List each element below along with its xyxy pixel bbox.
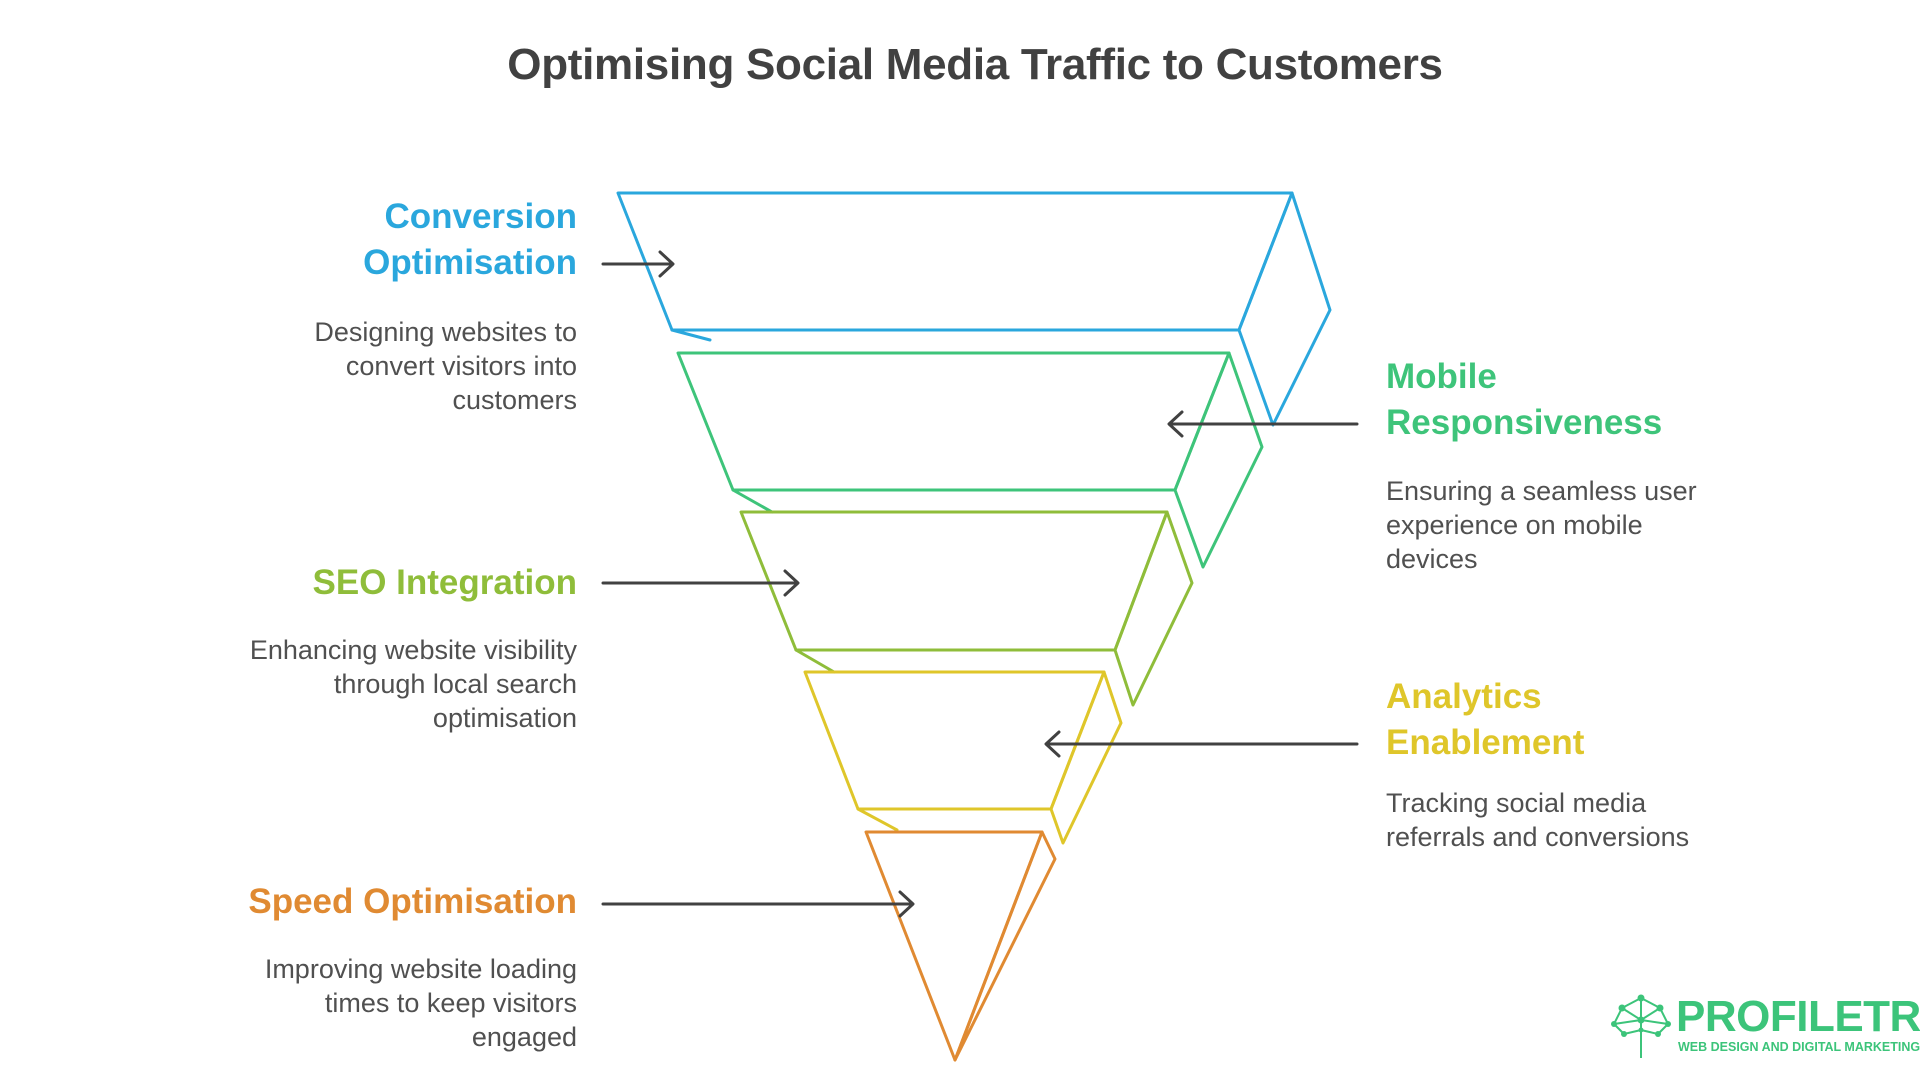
profiletree-logo: PROFILETREE WEB DESIGN AND DIGITAL MARKE… (1610, 990, 1920, 1070)
funnel-layer-speed (864, 830, 1057, 1062)
funnel-layer-conversion (616, 191, 1332, 427)
description-line: devices (1386, 544, 1478, 574)
funnel-layer-seo (739, 510, 1194, 707)
heading-line: Analytics (1386, 677, 1542, 716)
description-line: Improving website loading (264, 954, 577, 984)
mobile-responsiveness-description: Ensuring a seamless user experience on m… (1386, 474, 1697, 576)
speed-optimisation-heading: Speed Optimisation (248, 879, 577, 925)
seo-integration-description: Enhancing website visibility through loc… (250, 633, 577, 735)
funnel-layer-mobile (676, 351, 1264, 569)
description-line: through local search (333, 669, 577, 699)
description-line: Designing websites to (314, 317, 577, 347)
arrow-conversion (601, 250, 675, 278)
analytics-enablement-description: Tracking social media referrals and conv… (1386, 786, 1689, 854)
conversion-optimisation-description: Designing websites to convert visitors i… (314, 315, 577, 417)
mobile-responsiveness-heading: Mobile Responsiveness (1386, 354, 1662, 446)
conversion-optimisation-heading: Conversion Optimisation (363, 194, 577, 286)
heading-line: Optimisation (363, 243, 577, 282)
description-line: times to keep visitors (324, 988, 577, 1018)
logo-wordmark: PROFILETREE (1676, 992, 1920, 1041)
heading-line: Speed Optimisation (248, 882, 577, 921)
description-line: optimisation (432, 703, 577, 733)
heading-line: SEO Integration (312, 563, 577, 602)
logo-tagline: WEB DESIGN AND DIGITAL MARKETING (1678, 1040, 1920, 1054)
description-line: Enhancing website visibility (249, 635, 577, 665)
heading-line: Responsiveness (1386, 403, 1663, 442)
funnel-layer-analytics (803, 670, 1123, 845)
heading-line: Mobile (1386, 357, 1497, 396)
heading-line: Conversion (384, 197, 577, 236)
heading-line: Enablement (1386, 723, 1585, 762)
description-line: Ensuring a seamless user (1386, 476, 1697, 506)
arrow-seo (601, 569, 800, 597)
seo-integration-heading: SEO Integration (313, 560, 577, 606)
description-line: Tracking social media (1386, 788, 1647, 818)
description-line: referrals and conversions (1386, 822, 1690, 852)
arrow-mobile (1167, 410, 1359, 438)
description-line: customers (452, 385, 577, 415)
tree-network-icon (1611, 994, 1671, 1058)
arrow-speed (601, 890, 915, 918)
description-line: convert visitors into (345, 351, 577, 381)
diagram-title: Optimising Social Media Traffic to Custo… (507, 40, 1443, 89)
description-line: experience on mobile (1386, 510, 1643, 540)
description-line: engaged (471, 1022, 577, 1052)
analytics-enablement-heading: Analytics Enablement (1386, 674, 1584, 766)
speed-optimisation-description: Improving website loading times to keep … (265, 952, 577, 1054)
arrow-analytics (1044, 730, 1359, 758)
